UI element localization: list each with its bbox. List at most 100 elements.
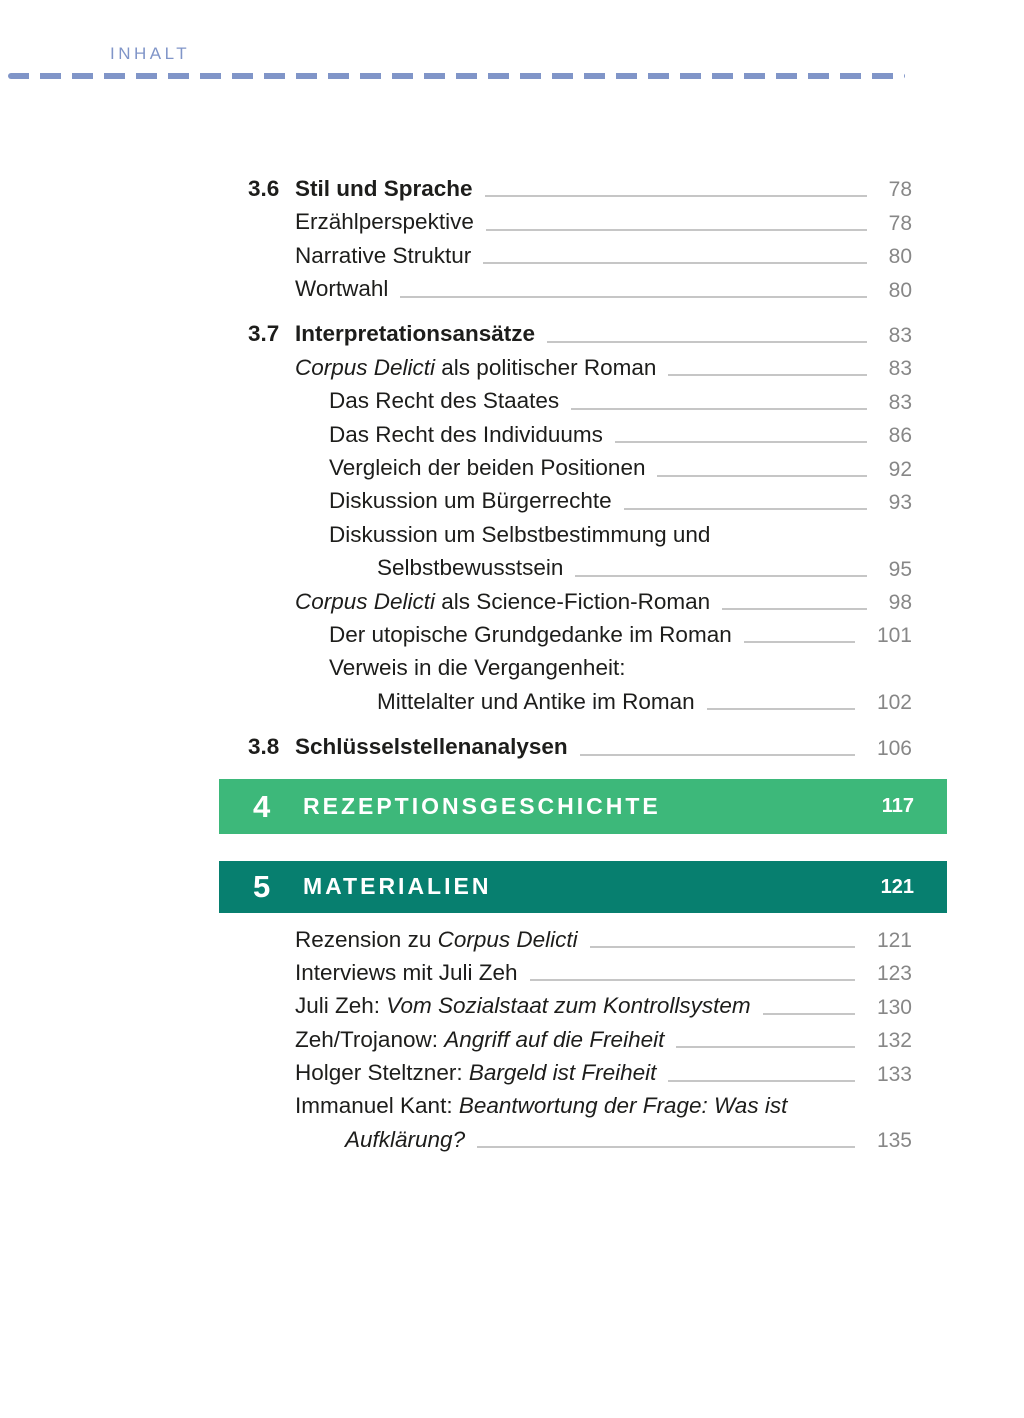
chapter-title: REZEPTIONSGESCHICHTE — [303, 792, 661, 819]
toc-entry: Rezension zu Corpus Delicti 121 — [219, 923, 947, 956]
entry-title: Das Recht des Staates — [329, 388, 560, 414]
toc-entry: Mittelalter und Antike im Roman 102 — [219, 685, 947, 718]
chapter-number: 5 — [253, 869, 271, 905]
entry-title-segment: Mittelalter und Antike im Roman — [377, 688, 695, 714]
chapter-banner: 5 MATERIALIEN 121 — [219, 860, 947, 913]
page-number: 83 — [888, 390, 912, 414]
entry-title-italic-segment: Bargeld ist Freiheit — [468, 1060, 657, 1086]
toc-entry: Der utopische Grundgedanke im Roman 101 — [219, 618, 947, 651]
entry-title-segment: Diskussion um Bürgerrechte — [329, 488, 612, 514]
entry-title-segment: Der utopische Grundgedanke im Roman — [329, 621, 732, 647]
entry-title: Interviews mit Juli Zeh — [295, 959, 518, 985]
entry-title-segment: Verweis in die Vergangenheit: — [329, 655, 626, 681]
chapter-page-number: 121 — [880, 875, 914, 898]
leader-line — [400, 295, 867, 298]
toc-entry: Interviews mit Juli Zeh 123 — [219, 956, 947, 989]
entry-title-segment: Interviews mit Juli Zeh — [295, 959, 518, 985]
entry-title-segment: Schlüsselstellenanalysen — [295, 734, 568, 760]
toc-entry: Immanuel Kant: Beantwortung der Frage: W… — [219, 1090, 947, 1123]
page-number: 78 — [888, 211, 912, 235]
entry-title-segment: Selbstbewusstsein — [377, 555, 564, 581]
page-number: 106 — [876, 736, 912, 760]
entry-title: Stil und Sprache — [295, 175, 473, 201]
leader-line — [657, 474, 867, 477]
chapter-title: MATERIALIEN — [303, 873, 492, 900]
entry-title-segment: als Science-Fiction-Roman — [435, 588, 711, 614]
section-number: 3.6 — [248, 175, 280, 201]
entry-title: Schlüsselstellenanalysen — [295, 734, 568, 760]
entry-title-segment: Das Recht des Staates — [329, 388, 560, 414]
entry-title-italic-segment: Angriff auf die Freiheit — [444, 1026, 665, 1052]
entry-title: Das Recht des Individuums — [329, 423, 603, 447]
entry-title-segment: Wortwahl — [295, 276, 389, 302]
toc-entry: Diskussion um Bürgerrechte 93 — [219, 485, 947, 518]
page-number: 93 — [888, 490, 912, 514]
toc-list: 3.6 Stil und Sprache 78 Erzählperspektive 78… — [219, 172, 947, 1156]
toc-entry: Erzählperspektive 78 — [219, 205, 947, 238]
page-number: 92 — [888, 457, 912, 481]
page-number: 78 — [888, 178, 912, 202]
entry-title: Selbstbewusstsein — [377, 555, 564, 581]
entry-title-segment: als politischer Roman — [435, 354, 657, 380]
dashed-divider — [8, 73, 905, 79]
entry-title: Holger Steltzner: Bargeld ist Freiheit — [295, 1060, 657, 1086]
page-number: 102 — [876, 691, 912, 715]
entry-title: Vergleich der beiden Positionen — [329, 455, 646, 481]
page-number: 123 — [876, 962, 912, 986]
entry-title-segment: Vergleich der beiden Positionen — [329, 455, 646, 481]
page-number: 135 — [876, 1129, 912, 1153]
page-number: 83 — [888, 357, 912, 381]
page-header-label: INHALT — [110, 44, 191, 63]
page-number: 98 — [888, 591, 912, 615]
entry-title: Verweis in die Vergangenheit: — [329, 657, 625, 680]
entry-title-italic-segment: Beantwortung der Frage: Was ist — [458, 1093, 788, 1119]
entry-title-italic-segment: Aufklärung? — [345, 1126, 466, 1152]
entry-title: Wortwahl — [295, 276, 389, 302]
entry-title: Immanuel Kant: Beantwortung der Frage: W… — [295, 1095, 787, 1118]
entry-title: Juli Zeh: Vom Sozialstaat zum Kontrollsy… — [295, 995, 751, 1018]
toc-entry: Juli Zeh: Vom Sozialstaat zum Kontrollsy… — [219, 989, 947, 1022]
entry-title: Erzählperspektive — [295, 211, 474, 234]
chapter-number: 4 — [253, 788, 271, 824]
entry-title-segment: Zeh/Trojanow: — [295, 1026, 445, 1052]
page-number: 86 — [888, 424, 912, 448]
leader-line — [762, 1012, 855, 1015]
leader-line — [614, 441, 867, 444]
toc-entry: Corpus Delicti als Science-Fiction-Roman… — [219, 585, 947, 618]
toc-entry: Diskussion um Selbstbestimmung und — [219, 518, 947, 551]
page-number: 101 — [876, 624, 912, 648]
toc-entry: Aufklärung? 135 — [219, 1123, 947, 1156]
entry-title-segment: Stil und Sprache — [295, 175, 473, 201]
leader-line — [722, 608, 867, 611]
toc-entry: Zeh/Trojanow: Angriff auf die Freiheit 13… — [219, 1023, 947, 1056]
page-number: 133 — [876, 1062, 912, 1086]
leader-line — [589, 946, 855, 949]
chapter-banner: 4 REZEPTIONSGESCHICHTE 117 — [219, 778, 947, 834]
toc-entry: Verweis in die Vergangenheit: — [219, 651, 947, 684]
leader-line — [668, 1079, 855, 1082]
page-number: 80 — [888, 245, 912, 269]
leader-line — [623, 507, 867, 510]
toc-entry: Narrative Struktur 80 — [219, 239, 947, 272]
entry-title: Zeh/Trojanow: Angriff auf die Freiheit — [295, 1026, 665, 1052]
leader-line — [571, 407, 867, 410]
entry-title: Rezension zu Corpus Delicti — [295, 926, 578, 952]
leader-line — [483, 262, 867, 265]
toc-section-entry: 3.6 Stil und Sprache 78 — [219, 172, 947, 205]
entry-title-segment: Erzählperspektive — [295, 209, 474, 235]
entry-title: Corpus Delicti als politischer Roman — [295, 354, 657, 380]
toc-section-entry: 3.7 Interpretationsansätze 83 — [219, 318, 947, 351]
leader-line — [676, 1046, 855, 1049]
leader-line — [579, 753, 855, 756]
entry-title: Mittelalter und Antike im Roman — [377, 688, 695, 714]
leader-line — [477, 1146, 855, 1149]
entry-title-segment: Rezension zu — [295, 926, 438, 952]
page-number: 95 — [888, 557, 912, 581]
entry-title-italic-segment: Vom Sozialstaat zum Kontrollsystem — [386, 993, 751, 1019]
toc-entry: Wortwahl 80 — [219, 272, 947, 305]
entry-title-segment: Holger Steltzner: — [295, 1060, 469, 1086]
section-number: 3.7 — [248, 321, 280, 347]
entry-title: Corpus Delicti als Science-Fiction-Roman — [295, 588, 711, 614]
leader-line — [706, 708, 855, 711]
